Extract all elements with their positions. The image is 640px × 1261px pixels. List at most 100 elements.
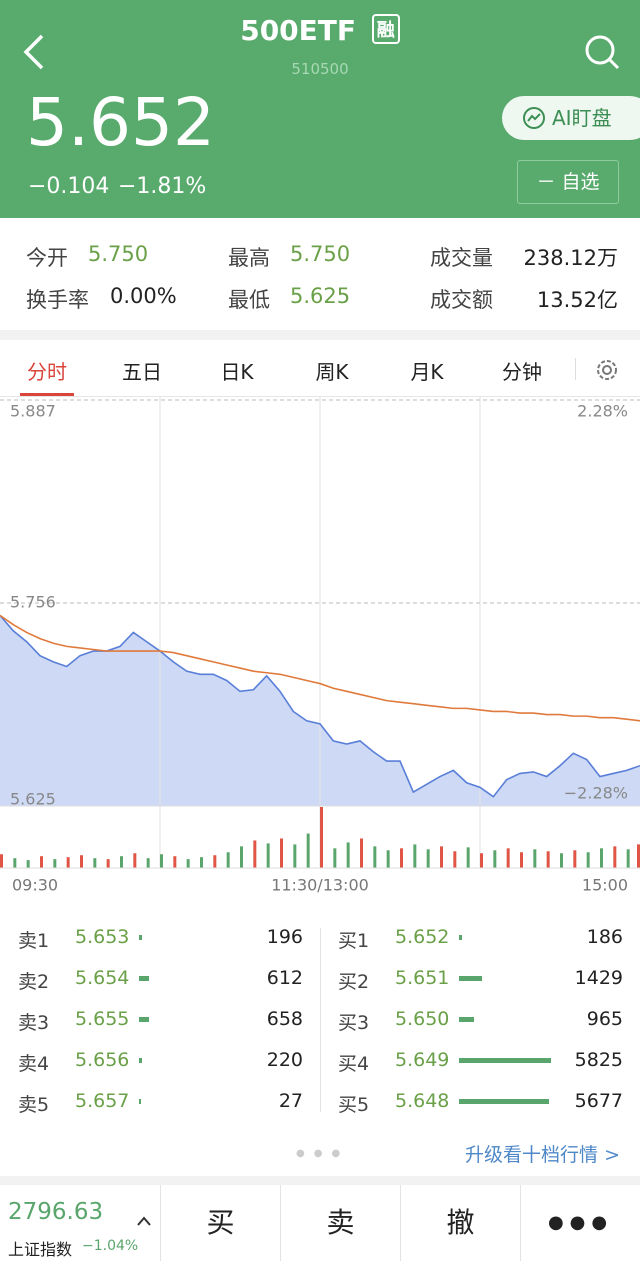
y-tick-label: 5.625 [10, 790, 56, 809]
tab[interactable]: 五日 [122, 360, 162, 384]
tab[interactable]: 分时 [27, 360, 67, 384]
level-price: 5.650 [395, 1008, 450, 1030]
x-tick-label: 09:30 [12, 876, 58, 895]
index-change: −1.04% [82, 1238, 139, 1254]
level-label: 卖3 [18, 1012, 50, 1034]
volume-bar [466, 847, 470, 868]
level-bar [139, 1099, 141, 1104]
volume-bar [80, 855, 83, 868]
level-bar [459, 1099, 549, 1104]
volume-bar [40, 856, 43, 868]
settings-button[interactable] [594, 357, 620, 383]
volume-bar [280, 838, 283, 868]
divider [320, 928, 321, 1112]
header: 500ETF 融 510500 5.652 −0.104 −1.81% AI盯盘… [0, 0, 640, 218]
expand-icon[interactable] [136, 1215, 152, 1227]
stat-value: 238.12万 [523, 246, 618, 270]
volume-bar [173, 856, 177, 868]
tabs: 分时 五日 日K 周K 月K 分钟 [0, 340, 640, 397]
level-volume: 658 [266, 1008, 303, 1030]
level-bar [459, 976, 482, 981]
stat-label: 最低 [228, 288, 270, 312]
volume-bar [0, 854, 3, 868]
volume-bar [520, 852, 523, 868]
volume-bar [637, 844, 640, 868]
volume-bar [626, 849, 630, 868]
change: −0.104 [28, 174, 110, 199]
trade-button[interactable]: 买 [160, 1185, 280, 1261]
volume-bar [493, 850, 497, 868]
level-label: 卖5 [18, 1094, 50, 1116]
trade-button[interactable]: 卖 [280, 1185, 400, 1261]
tab[interactable]: 周K [315, 360, 349, 384]
title-row: 500ETF 融 [0, 14, 640, 47]
volume-bar [120, 856, 123, 868]
ai-label: AI盯盘 [552, 106, 612, 130]
trade-button[interactable]: 撤 [400, 1185, 520, 1261]
level-price: 5.656 [75, 1049, 130, 1071]
level-label: 卖1 [18, 930, 50, 952]
level-volume: 612 [266, 967, 303, 989]
tab[interactable]: 分钟 [502, 360, 542, 384]
volume-bar [213, 855, 217, 868]
y2-tick-label: 2.28% [577, 402, 628, 421]
level-label: 买4 [338, 1053, 370, 1075]
stat-label: 换手率 [26, 288, 89, 312]
level-price: 5.654 [75, 967, 130, 989]
stat-value: 5.750 [88, 242, 149, 266]
level-volume: 27 [278, 1090, 303, 1112]
chart: 5.625 5.756 5.887 −2.28% 2.28% 09:30 11:30/13:… [0, 397, 640, 900]
volume-bar [240, 846, 243, 868]
volume-bar [613, 846, 617, 868]
back-button[interactable] [20, 32, 50, 72]
tab[interactable]: 月K [410, 360, 444, 384]
level-price: 5.655 [75, 1008, 130, 1030]
volume-bar [386, 850, 390, 868]
price: 5.652 [26, 84, 215, 161]
volume-bar [160, 854, 163, 868]
level-price: 5.653 [75, 926, 130, 948]
volume-bar [426, 849, 430, 868]
volume-bar [480, 853, 483, 868]
search-button[interactable] [584, 34, 620, 70]
volume-bar [253, 840, 257, 868]
more-button[interactable]: ●●● [520, 1185, 640, 1261]
level-volume: 186 [586, 926, 623, 948]
y-tick-label: 5.756 [10, 593, 56, 612]
volume-bar [26, 860, 30, 868]
level-volume: 5825 [574, 1049, 623, 1071]
level-label: 买3 [338, 1012, 370, 1034]
volume-bar [360, 838, 363, 868]
level-price: 5.651 [395, 967, 450, 989]
tab[interactable]: 日K [220, 360, 254, 384]
level-bar [139, 935, 143, 940]
ai-button[interactable]: AI盯盘 [502, 96, 640, 140]
title: 500ETF [240, 14, 357, 47]
volume-bar [346, 842, 350, 868]
level-bar [459, 1017, 475, 1022]
page-dots: ●●● [296, 1148, 350, 1159]
level-bar [459, 935, 462, 940]
level-label: 买1 [338, 930, 370, 952]
volume-bar [266, 843, 270, 868]
volume-bar [306, 833, 310, 868]
volume-bar [106, 859, 110, 868]
more-link[interactable]: 升级看十档行情 > [465, 1144, 620, 1166]
level-volume: 5677 [574, 1090, 623, 1112]
level-bar [139, 976, 149, 981]
stat-label: 成交量 [430, 246, 493, 270]
volume-bar [146, 858, 150, 868]
stat-value: 0.00% [110, 284, 177, 308]
tab-indicator [20, 393, 74, 396]
volume-bar [453, 851, 457, 868]
stat-label: 成交额 [430, 288, 493, 312]
y2-tick-label: −2.28% [564, 784, 628, 803]
level-bar [459, 1058, 551, 1063]
volume-bar [546, 851, 550, 868]
volume-bar [400, 848, 403, 868]
volume-bar [506, 848, 510, 868]
level-price: 5.652 [395, 926, 450, 948]
volume-bar [200, 857, 203, 868]
footer: 2796.63 上证指数 −1.04% ●●● 买卖撤 [0, 1185, 640, 1261]
watch-button[interactable]: － 自选 [517, 160, 619, 204]
